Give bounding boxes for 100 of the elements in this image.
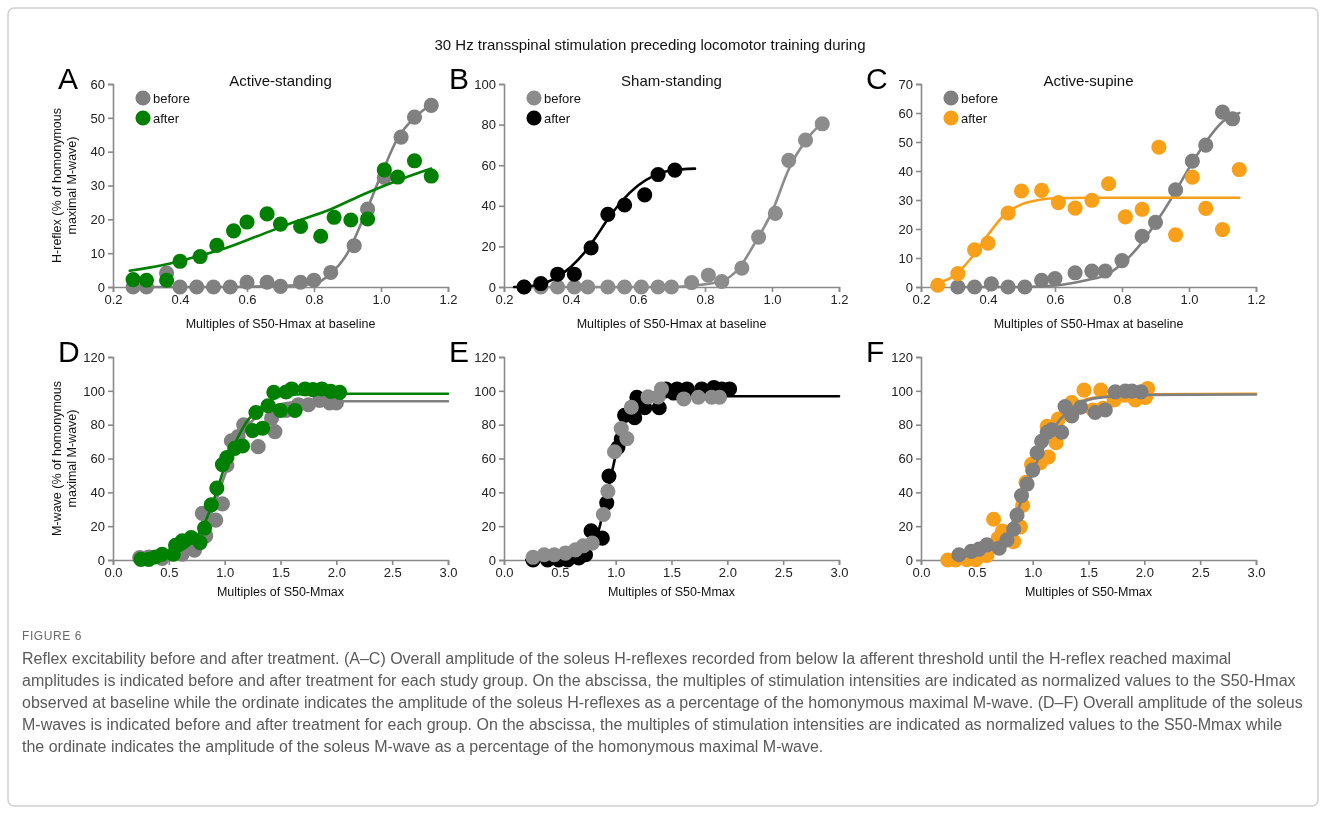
x-tick-label: 1.5 [1079, 565, 1099, 581]
x-axis-title: Multiples of S50-Hmax at baseline [185, 317, 376, 331]
x-tick-label: 3.0 [1247, 565, 1266, 581]
y-tick-label: 120 [83, 349, 105, 365]
text: C [866, 62, 888, 95]
x-tick-label: 0.8 [696, 292, 715, 308]
y-tick-label: 70 [898, 76, 913, 92]
y-tick-label: 0 [97, 279, 105, 295]
legend-label: after [153, 110, 180, 126]
y-tick-label: 40 [898, 484, 913, 500]
x-tick-label: 2.0 [718, 565, 737, 581]
y-tick-label: 20 [481, 518, 496, 534]
x-tick-label: 1.2 [439, 292, 458, 308]
y-tick-label: 100 [83, 383, 105, 399]
y-axis-title: M-wave (% of homonymous maximal M-wave) [50, 381, 79, 536]
x-tick-label: 0.8 [305, 292, 324, 308]
legend-label: after [961, 110, 988, 126]
x-tick-label: 2.5 [1191, 565, 1210, 581]
y-tick-label: 30 [898, 192, 913, 208]
y-tick-label: 10 [898, 250, 913, 266]
y-tick-label: 120 [474, 349, 496, 365]
x-tick-label: 0.0 [495, 565, 514, 581]
y-tick-label: 60 [898, 105, 913, 121]
y-tick-label: 40 [898, 163, 913, 179]
y-tick-label: 20 [481, 239, 496, 255]
y-tick-label: 50 [90, 110, 105, 126]
y-tick-label: 60 [898, 451, 913, 467]
x-tick-label: 0.5 [551, 565, 570, 581]
y-tick-label: 80 [481, 117, 496, 133]
y-tick-label: 0 [905, 279, 913, 295]
y-tick-label: 50 [898, 134, 913, 150]
x-tick-label: 1.0 [607, 565, 626, 581]
x-axis-title: Multiples of S50-Hmax at baseline [993, 317, 1184, 331]
x-tick-label: 2.0 [1135, 565, 1154, 581]
y-tick-label: 100 [474, 383, 496, 399]
x-tick-label: 0.2 [495, 292, 514, 308]
legend-label: before [153, 90, 190, 106]
legend-label: after [544, 110, 571, 126]
x-tick-label: 2.0 [327, 565, 346, 581]
text: B [449, 62, 470, 95]
x-tick-label: 0.4 [979, 292, 998, 308]
y-tick-label: 0 [488, 279, 496, 295]
x-tick-label: 0.6 [238, 292, 257, 308]
y-tick-label: 40 [481, 484, 496, 500]
text: D [58, 335, 80, 368]
text: A [58, 62, 79, 95]
x-tick-label: 1.2 [1247, 292, 1266, 308]
x-axis-title: Multiples of S50-Mmax [1024, 585, 1153, 599]
legend-label: before [961, 90, 998, 106]
y-tick-label: 80 [90, 417, 105, 433]
x-tick-label: 0.8 [1113, 292, 1132, 308]
x-axis-title: Multiples of S50-Mmax [607, 585, 736, 599]
y-axis-title: H-reflex (% of homonymous maximal M-wave) [50, 108, 79, 263]
x-tick-label: 1.0 [372, 292, 391, 308]
legend-label: before [544, 90, 581, 106]
x-tick-label: 1.0 [1180, 292, 1199, 308]
x-tick-label: 0.2 [912, 292, 931, 308]
y-tick-label: 30 [90, 178, 105, 194]
x-tick-label: 0.0 [104, 565, 123, 581]
x-axis-title: Multiples of S50-Hmax at baseline [576, 317, 767, 331]
text: E [449, 335, 470, 368]
x-tick-label: 1.0 [1024, 565, 1043, 581]
x-tick-label: 0.5 [160, 565, 179, 581]
x-tick-label: 1.2 [830, 292, 849, 308]
x-tick-label: 1.0 [763, 292, 782, 308]
x-tick-label: 3.0 [830, 565, 849, 581]
x-tick-label: 1.5 [662, 565, 682, 581]
y-tick-label: 80 [481, 417, 496, 433]
x-tick-label: 0.6 [629, 292, 648, 308]
x-tick-label: 0.6 [1046, 292, 1065, 308]
x-tick-label: 0.0 [912, 565, 931, 581]
y-tick-label: 60 [90, 76, 105, 92]
x-tick-label: 0.4 [171, 292, 190, 308]
text: F [866, 335, 885, 368]
x-tick-label: 1.5 [271, 565, 291, 581]
y-tick-label: 20 [898, 221, 913, 237]
x-tick-label: 1.0 [216, 565, 235, 581]
y-tick-label: 0 [97, 552, 105, 568]
x-tick-label: 0.2 [104, 292, 123, 308]
y-tick-label: 40 [90, 484, 105, 500]
text: Reflex excitability before and after treatment. (A–C) Overall amplitude of the soleus H-reflexes recorded from below Ia afferent threshold until the H-reflex reached maximal amplitudes is indicated before and after treatment for each study group. On the abscissa, the multiples of stimulation intensities are indicated as normalized values to the S50-Hmax observed at baseline while the ordinate indicates the amplitude of the soleus H-reflexes as a percentage of the homonymous maximal M-wave. (D–F) Overall amplitude of the soleus M-waves is indicated before and after treatment for each group. On the abscissa, the multiples of stimulation intensities are indicated as normalized values to the S50-Mmax while the ordinate indicates the amplitude of the soleus M-wave as a percentage of the homonymous maximal M-wave. [22, 650, 1303, 755]
caption: FIGURE 6 [22, 629, 83, 643]
y-tick-label: 100 [474, 76, 496, 92]
y-tick-label: 20 [90, 211, 105, 227]
chart-title: Sham-standing [621, 72, 722, 89]
y-tick-label: 60 [90, 451, 105, 467]
y-tick-label: 0 [905, 552, 913, 568]
y-tick-label: 60 [481, 451, 496, 467]
y-tick-label: 10 [90, 245, 105, 261]
y-tick-label: 80 [898, 417, 913, 433]
y-tick-label: 20 [898, 518, 913, 534]
x-tick-label: 0.5 [968, 565, 987, 581]
y-tick-label: 60 [481, 157, 496, 173]
x-tick-label: 2.5 [383, 565, 402, 581]
y-tick-label: 120 [891, 349, 913, 365]
x-tick-label: 0.4 [562, 292, 581, 308]
y-tick-label: 20 [90, 518, 105, 534]
y-tick-label: 40 [481, 198, 496, 214]
y-tick-label: 40 [90, 144, 105, 160]
chart-title: Active-supine [1043, 72, 1134, 89]
